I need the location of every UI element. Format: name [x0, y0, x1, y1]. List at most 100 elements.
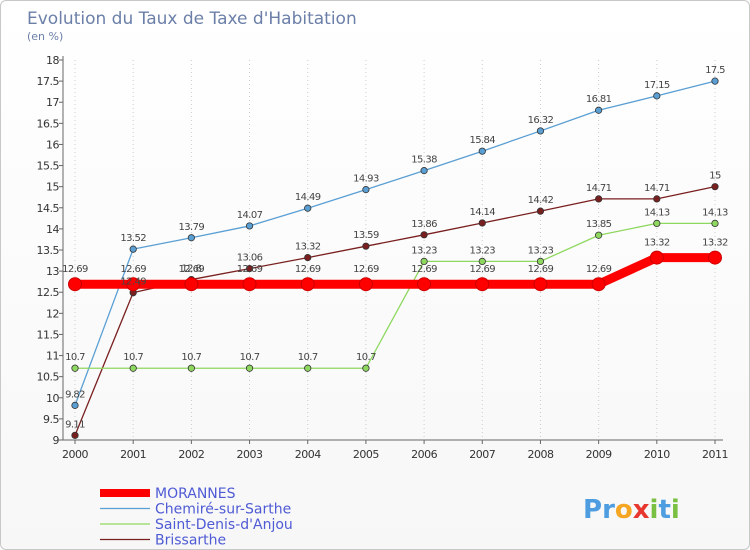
- y-tick-label: 13: [46, 265, 59, 278]
- data-label: 15.38: [411, 155, 437, 166]
- x-tick-label: 2001: [120, 448, 146, 461]
- y-tick-label: 14.5: [37, 202, 60, 215]
- data-labels: 9.82 13.52 13.79 14.07 14.49 14.93 15.38 15.84 1…: [62, 65, 728, 430]
- series-lines: [68, 77, 722, 439]
- data-point: [245, 364, 254, 372]
- data-label: 14.49: [295, 192, 321, 203]
- x-tick-label: 2003: [237, 448, 263, 461]
- data-point: [245, 222, 254, 230]
- data-label: 12.69: [237, 264, 263, 275]
- data-label: 12.8: [181, 264, 201, 275]
- data-point: [417, 277, 432, 292]
- data-point: [362, 242, 370, 250]
- data-label: 12.69: [411, 264, 437, 275]
- data-point: [653, 92, 661, 100]
- data-point: [304, 254, 312, 262]
- chart-subtitle: (en %): [27, 30, 63, 43]
- data-point: [358, 277, 373, 292]
- data-label: 14.14: [469, 207, 495, 218]
- data-label: 12.69: [179, 264, 205, 275]
- data-point: [304, 204, 312, 212]
- logo-letter: r: [602, 495, 615, 525]
- x-tick-label: 2008: [527, 448, 553, 461]
- data-point: [649, 250, 664, 265]
- data-label: 13.23: [528, 245, 554, 256]
- data-point: [71, 401, 79, 409]
- x-tick-label: 2005: [353, 448, 379, 461]
- y-tick-label: 17: [46, 96, 59, 109]
- legend-label: MORANNES: [155, 486, 236, 502]
- y-tick-label: 11: [46, 350, 59, 363]
- x-tick-label: 2000: [62, 448, 88, 461]
- data-label: 13.86: [411, 219, 437, 230]
- legend-label: Saint-Denis-d'Anjou: [155, 517, 293, 533]
- data-label: 9.11: [65, 419, 85, 430]
- y-tick-label: 15.5: [37, 160, 60, 173]
- y-tick-label: 15: [46, 181, 59, 194]
- data-point: [591, 277, 606, 292]
- data-label: 16.32: [528, 115, 554, 126]
- data-point: [653, 219, 661, 227]
- data-point: [653, 195, 661, 203]
- data-point: [245, 264, 254, 273]
- data-point: [475, 277, 490, 292]
- y-tick-label: 14: [46, 223, 59, 236]
- y-tick-label: 9: [53, 434, 60, 447]
- data-label: 13.52: [120, 233, 146, 244]
- data-point: [184, 277, 199, 292]
- logo-letter: t: [658, 495, 670, 525]
- x-tick-label: 2009: [586, 448, 612, 461]
- data-label: 12.69: [62, 264, 88, 275]
- y-tick-label: 16: [46, 138, 59, 151]
- data-point: [129, 364, 137, 372]
- data-label: 13.79: [179, 222, 205, 233]
- data-label: 10.7: [181, 352, 201, 363]
- series-line-2: [74, 222, 716, 369]
- data-label: 12.69: [528, 264, 554, 275]
- data-point: [420, 167, 428, 175]
- data-point: [300, 277, 315, 292]
- data-label: 10.7: [356, 352, 376, 363]
- data-point: [420, 231, 428, 239]
- data-point: [595, 231, 603, 239]
- data-label: 12.69: [120, 264, 146, 275]
- y-axis-ticks: 9 9.5 10 10.5 11 11.5 12 12.5 13 13.5 14 14.5 15 15.5…: [37, 54, 63, 447]
- series-line-1: [74, 80, 716, 407]
- data-point: [129, 245, 137, 253]
- data-label: 9.82: [65, 389, 85, 400]
- data-label: 13.32: [295, 242, 321, 253]
- data-label: 14.71: [644, 183, 670, 194]
- data-label: 13.23: [469, 245, 495, 256]
- data-point: [711, 219, 719, 227]
- data-point: [304, 364, 312, 372]
- logo-letter: x: [633, 495, 650, 525]
- data-label: 10.7: [298, 352, 318, 363]
- data-point: [595, 195, 603, 203]
- x-tick-label: 2002: [178, 448, 204, 461]
- data-label: 16.81: [586, 94, 612, 105]
- data-label: 15: [709, 171, 721, 182]
- y-tick-label: 12: [46, 307, 59, 320]
- legend-label: Chemiré-sur-Sarthe: [155, 502, 291, 518]
- data-label: 12.49: [120, 277, 146, 288]
- legend: MORANNESChemiré-sur-SartheSaint-Denis-d'…: [100, 486, 293, 549]
- data-point: [242, 277, 257, 292]
- data-label: 12.69: [469, 264, 495, 275]
- y-tick-label: 18: [46, 54, 59, 67]
- logo-letter: i: [671, 495, 680, 525]
- y-tick-label: 13.5: [37, 244, 60, 257]
- data-label: 13.32: [702, 238, 728, 249]
- chart-title: Evolution du Taux de Taxe d'Habitation: [27, 9, 357, 29]
- data-label: 13.85: [586, 219, 612, 230]
- grid-lines: [74, 60, 716, 440]
- data-point: [595, 106, 603, 114]
- data-point: [187, 234, 195, 242]
- data-point: [478, 257, 486, 265]
- data-point: [71, 431, 79, 439]
- data-point: [362, 364, 370, 372]
- x-tick-label: 2011: [702, 448, 728, 461]
- data-label: 14.93: [353, 174, 379, 185]
- proxiti-logo: Proxiti: [583, 495, 680, 525]
- data-label: 10.7: [240, 352, 260, 363]
